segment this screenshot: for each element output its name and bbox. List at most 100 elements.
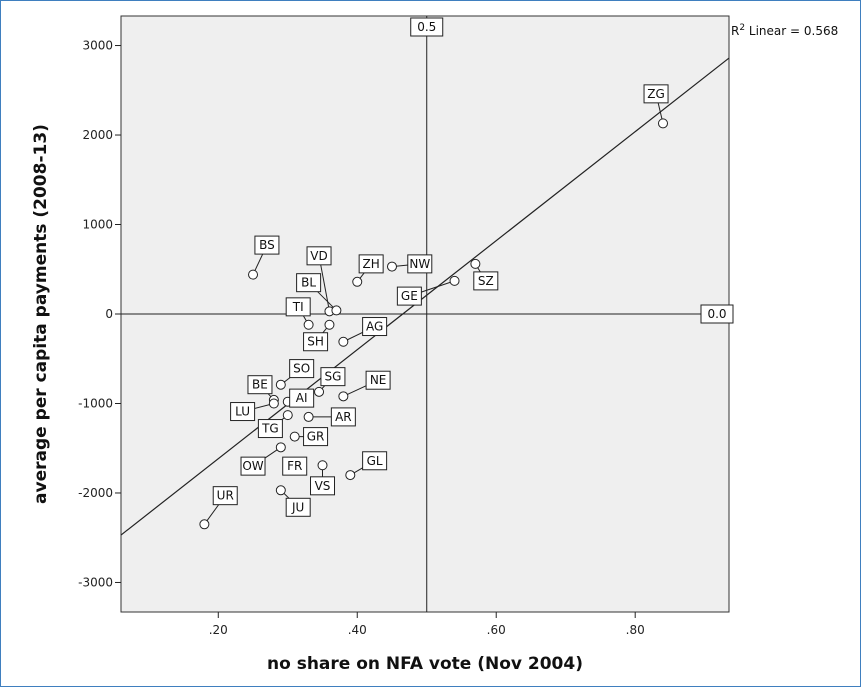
point-vs: VS bbox=[310, 460, 336, 496]
point-vd-label: VD bbox=[306, 246, 332, 266]
reference-lines: 0.5 0.0 bbox=[121, 16, 734, 612]
data-points: ZG BS VD ZH NW BL SZ GE TI AG SH SO SG NE BE AI LU AR TG GR… bbox=[199, 84, 669, 530]
y-tick-label: -3000 bbox=[78, 575, 113, 589]
point-sh-label: SH bbox=[303, 332, 329, 352]
point-sg-label-box bbox=[320, 367, 346, 387]
point-ar-label-text: AR bbox=[335, 410, 352, 424]
point-lu-label: LU bbox=[230, 402, 256, 422]
x-tick-label: .20 bbox=[209, 623, 228, 637]
point-gl-label-text: GL bbox=[367, 454, 383, 468]
point-zh-label: ZH bbox=[358, 254, 384, 274]
point-ag-label-text: AG bbox=[366, 320, 383, 334]
point-zg: ZG bbox=[643, 84, 669, 129]
point-ar-marker bbox=[303, 411, 314, 422]
point-ai-label: AI bbox=[289, 388, 315, 408]
point-ur-label-box bbox=[212, 486, 238, 506]
point-ne-label: NE bbox=[365, 370, 391, 390]
point-so-label-box bbox=[289, 359, 315, 379]
point-gl: GL bbox=[345, 451, 388, 481]
point-bs-label-box bbox=[254, 235, 280, 255]
point-ju-label-box bbox=[285, 497, 311, 517]
point-ju-marker bbox=[275, 485, 286, 496]
point-ne-label-text: NE bbox=[370, 373, 387, 387]
x-axis: .20 .40 .60 .80 bbox=[209, 612, 645, 637]
point-sz-label: SZ bbox=[473, 271, 499, 291]
point-sg-label: SG bbox=[320, 367, 346, 387]
point-gr: GR bbox=[289, 427, 329, 447]
point-lu-label-text: LU bbox=[235, 405, 250, 419]
fit-line bbox=[120, 57, 730, 536]
point-ti-label: TI bbox=[285, 297, 311, 317]
point-tg-label: TG bbox=[257, 419, 283, 439]
point-ge-label-text: GE bbox=[401, 289, 418, 303]
y-tick-label: 2000 bbox=[82, 128, 113, 142]
point-tg-label-text: TG bbox=[261, 422, 279, 436]
point-sh-label-box bbox=[303, 332, 329, 352]
point-fr-label-text: FR bbox=[287, 459, 302, 473]
point-sh-label-text: SH bbox=[307, 335, 324, 349]
point-vd: VD bbox=[306, 246, 335, 317]
point-vd-label-box bbox=[306, 246, 332, 266]
point-ju: JU bbox=[275, 485, 311, 517]
point-zg-label-text: ZG bbox=[647, 87, 665, 101]
point-fr-label-box bbox=[282, 456, 308, 476]
point-ur-marker bbox=[199, 519, 210, 530]
point-ne: NE bbox=[338, 370, 391, 402]
point-ti-label-text: TI bbox=[292, 300, 304, 314]
point-so: SO bbox=[275, 359, 315, 390]
point-ge-marker bbox=[449, 275, 460, 286]
point-ju-label-text: JU bbox=[291, 500, 304, 514]
point-zg-marker bbox=[657, 118, 668, 129]
point-ai: AI bbox=[282, 388, 315, 408]
point-vs-marker bbox=[317, 460, 328, 471]
point-sg: SG bbox=[314, 367, 346, 397]
point-nw-label-text: NW bbox=[409, 257, 430, 271]
point-ow-label-text: OW bbox=[242, 459, 263, 473]
point-bs: BS bbox=[248, 235, 280, 280]
point-tg: TG bbox=[257, 410, 293, 439]
x-tick-label: .60 bbox=[487, 623, 506, 637]
point-sz-label-box bbox=[473, 271, 499, 291]
point-ag: AG bbox=[338, 317, 388, 347]
point-tg-marker bbox=[282, 410, 293, 421]
point-ge: GE bbox=[396, 275, 460, 306]
point-bs-label: BS bbox=[254, 235, 280, 255]
point-so-marker bbox=[275, 379, 286, 390]
point-bl: BL bbox=[296, 273, 342, 316]
point-so-label: SO bbox=[289, 359, 315, 379]
point-zh-label-text: ZH bbox=[363, 257, 380, 271]
point-gl-marker bbox=[345, 470, 356, 481]
point-ai-label-box bbox=[289, 388, 315, 408]
point-gr-label-text: GR bbox=[307, 430, 325, 444]
point-ur-label: UR bbox=[212, 486, 238, 506]
point-bl-marker bbox=[331, 305, 342, 316]
point-gl-label-box bbox=[362, 451, 388, 471]
point-zg-label-box bbox=[643, 84, 669, 104]
point-nw-label-box bbox=[407, 254, 433, 274]
point-bl-label: BL bbox=[296, 273, 322, 293]
point-gr-marker bbox=[289, 431, 300, 442]
point-ow-marker bbox=[275, 442, 286, 453]
point-sz-marker bbox=[470, 258, 481, 269]
point-nw: NW bbox=[386, 254, 433, 274]
y-tick-label: 3000 bbox=[82, 39, 113, 53]
point-ne-marker bbox=[338, 391, 349, 402]
x-tick-label: .80 bbox=[626, 623, 645, 637]
point-nw-label: NW bbox=[407, 254, 433, 274]
point-bs-label-text: BS bbox=[259, 238, 275, 252]
y-tick-label: -1000 bbox=[78, 396, 113, 410]
point-gr-label-box bbox=[303, 427, 329, 447]
point-ow-label: OW bbox=[240, 456, 266, 476]
x-axis-title: no share on NFA vote (Nov 2004) bbox=[267, 654, 583, 674]
point-ti-marker bbox=[303, 319, 314, 330]
point-ar-label-box bbox=[330, 407, 356, 427]
y-tick-label: 1000 bbox=[82, 218, 113, 232]
point-zh: ZH bbox=[352, 254, 384, 287]
horizontal-reference-label-text: 0.0 bbox=[707, 307, 726, 321]
point-ow: OW bbox=[240, 442, 286, 476]
horizontal-reference-label-box bbox=[700, 304, 734, 324]
vertical-reference-label-text: 0.5 bbox=[417, 20, 436, 34]
point-fr-label: FR bbox=[282, 456, 308, 476]
point-gr-label: GR bbox=[303, 427, 329, 447]
vertical-reference-label: 0.5 bbox=[410, 17, 444, 37]
